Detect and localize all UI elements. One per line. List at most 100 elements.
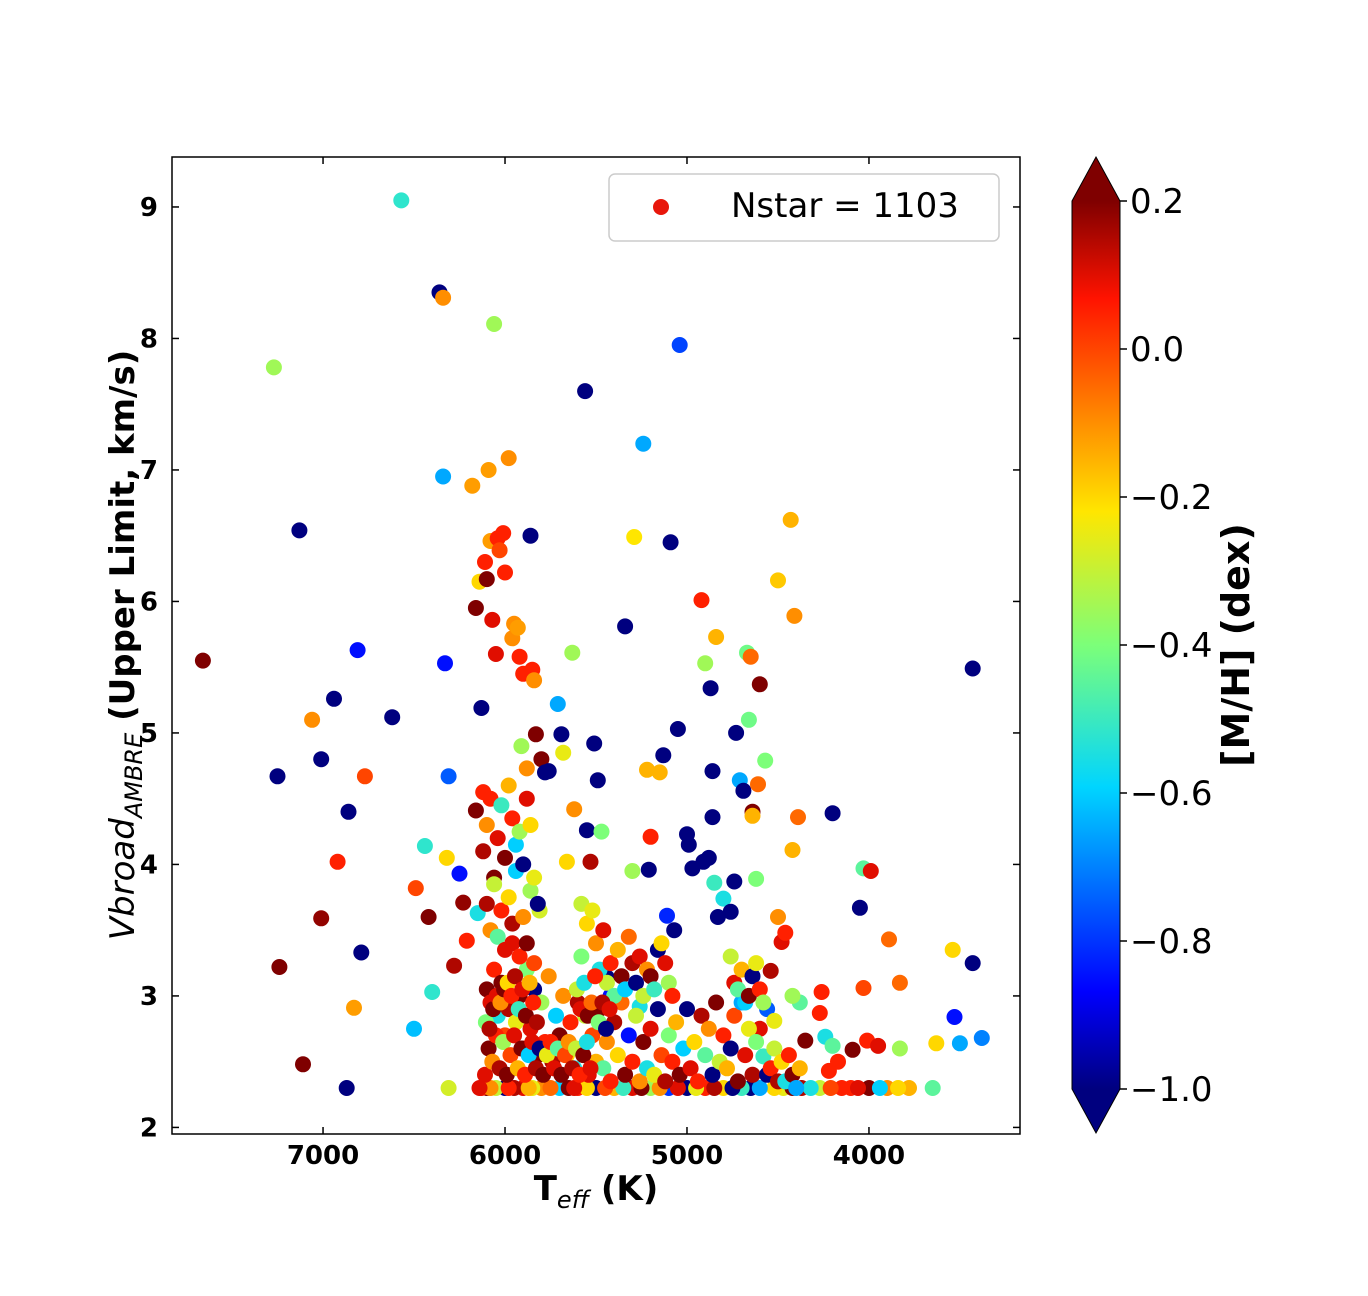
data-point — [628, 974, 644, 991]
y-tick-label: 2 — [140, 1113, 158, 1143]
data-point — [549, 696, 566, 712]
data-point — [680, 836, 697, 853]
data-point — [657, 1073, 674, 1090]
data-point — [669, 721, 686, 737]
data-point — [518, 790, 535, 807]
data-point — [482, 1080, 499, 1096]
data-point — [757, 752, 774, 769]
y-tick-label: 5 — [140, 719, 158, 749]
data-point — [726, 873, 743, 890]
data-point — [518, 935, 535, 952]
data-point — [540, 968, 557, 985]
data-point — [626, 529, 643, 545]
data-point — [820, 1062, 837, 1079]
y-axis-title-rest: (Upper Limit, km/s) — [103, 350, 143, 733]
data-point — [553, 726, 570, 743]
legend-label: Nstar = 1103 — [731, 186, 959, 226]
data-point — [582, 1060, 599, 1077]
data-point — [416, 838, 433, 854]
colorbar-tick-label: −0.2 — [1130, 478, 1213, 518]
y-axis-title: VbroadAMBRE (Upper Limit, km/s) — [103, 350, 148, 940]
data-point — [467, 600, 484, 616]
data-point — [642, 828, 659, 845]
x-tick-label: 4000 — [833, 1141, 905, 1171]
data-point — [851, 899, 868, 916]
data-point — [500, 450, 517, 467]
data-point — [522, 817, 539, 833]
data-point — [522, 882, 539, 899]
data-point — [631, 1073, 648, 1090]
data-point — [635, 435, 652, 452]
data-point — [748, 955, 765, 972]
data-point — [708, 994, 725, 1011]
y-tick-label: 3 — [140, 982, 158, 1012]
data-point — [653, 935, 670, 952]
data-point — [566, 801, 583, 818]
data-point — [573, 948, 590, 965]
data-point — [558, 853, 575, 870]
data-point — [666, 922, 683, 939]
data-point — [407, 880, 424, 897]
x-axis-title-main: T — [534, 1169, 558, 1209]
data-point — [451, 865, 468, 882]
data-point — [722, 948, 739, 965]
data-point — [435, 468, 452, 485]
y-tick-label: 7 — [140, 456, 158, 486]
data-point — [697, 1047, 714, 1064]
legend: Nstar = 1103 — [608, 173, 1000, 242]
data-point — [497, 564, 513, 581]
data-point — [740, 711, 757, 728]
data-point — [617, 1066, 634, 1083]
data-point — [491, 542, 508, 559]
data-point — [726, 1007, 743, 1024]
data-point — [577, 383, 594, 400]
colorbar-extend-top — [1072, 157, 1120, 201]
data-point — [588, 935, 604, 952]
data-point — [587, 968, 604, 985]
data-point — [602, 955, 619, 972]
data-point — [722, 903, 739, 920]
data-point — [500, 777, 517, 794]
data-point — [722, 1040, 739, 1057]
data-point — [507, 968, 523, 985]
data-point — [500, 889, 517, 906]
data-point — [833, 1080, 850, 1096]
data-point — [944, 941, 961, 958]
data-point — [586, 735, 603, 752]
data-point — [495, 525, 512, 542]
data-point — [295, 1056, 311, 1073]
data-point — [562, 1014, 579, 1031]
data-point — [489, 928, 506, 945]
colorbar-title: [M/H] (dex) — [1214, 523, 1258, 767]
data-point — [269, 768, 286, 785]
data-point — [719, 1060, 735, 1077]
data-point — [628, 1007, 644, 1024]
data-point — [635, 1034, 652, 1050]
data-point — [788, 1080, 805, 1096]
data-point — [313, 910, 330, 927]
data-point — [515, 856, 532, 873]
data-point — [671, 337, 688, 353]
data-point — [578, 1080, 595, 1096]
data-point — [564, 644, 581, 661]
data-point — [393, 192, 410, 209]
data-point — [509, 619, 526, 636]
data-point — [271, 959, 288, 975]
data-point — [475, 843, 492, 860]
data-point — [529, 895, 546, 912]
data-point — [659, 907, 675, 924]
plot-frame — [171, 156, 1021, 1135]
data-point — [265, 359, 282, 376]
data-point — [481, 1020, 498, 1037]
data-point — [353, 944, 370, 961]
data-point — [497, 849, 513, 866]
data-point — [709, 909, 726, 925]
data-point — [640, 861, 657, 878]
data-point — [862, 863, 879, 879]
data-point — [617, 618, 634, 635]
data-point — [744, 1066, 761, 1083]
data-point — [777, 924, 794, 941]
data-point — [338, 1080, 355, 1096]
data-point — [525, 994, 542, 1011]
data-point — [406, 1020, 422, 1037]
